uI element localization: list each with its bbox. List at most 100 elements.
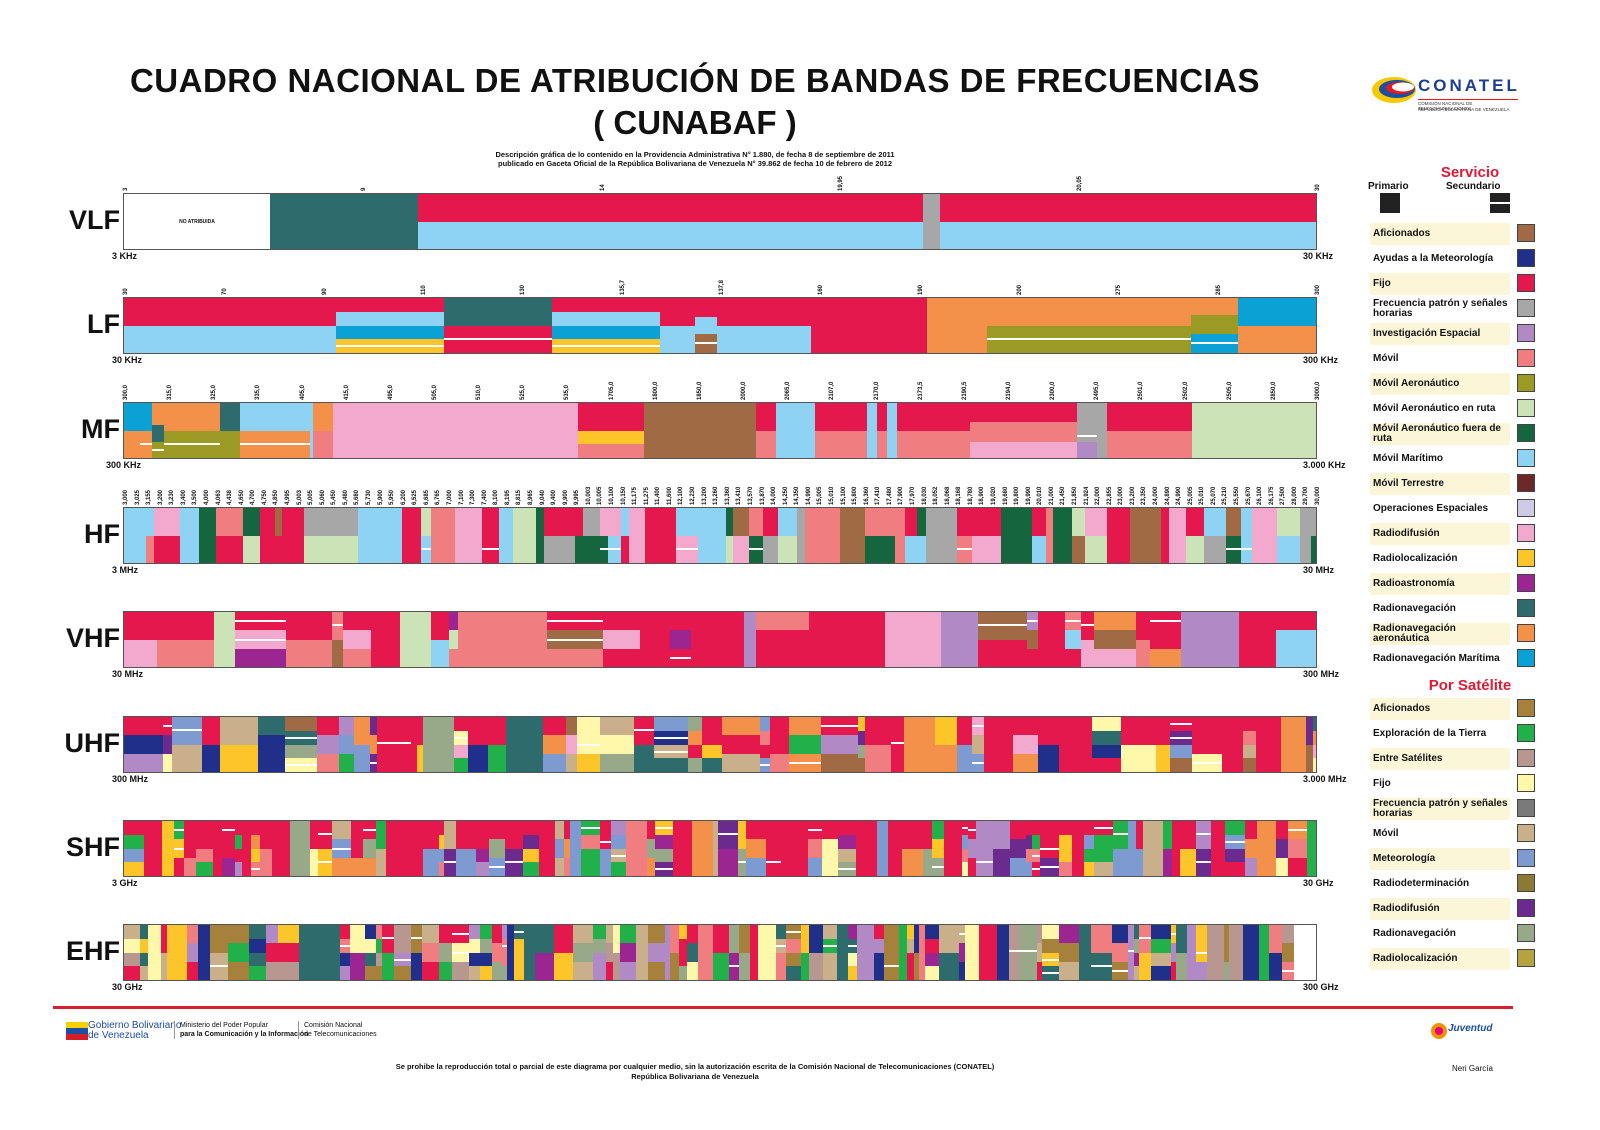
band-tick: 5,480 [342, 489, 349, 505]
band-tick: 4,750 [261, 489, 268, 505]
band-segment [547, 630, 604, 649]
band-tick: 3,500 [192, 489, 199, 505]
band-segment [1113, 821, 1129, 849]
band-segment [318, 821, 333, 849]
band-tick: 5,950 [389, 489, 396, 505]
band-segment [808, 839, 823, 858]
legend-swatch [1517, 849, 1535, 867]
band-tick: 5,060 [319, 489, 326, 505]
band-tick: 25,070 [1210, 486, 1217, 505]
band-label-vhf: VHF [66, 623, 120, 653]
secondary-marker [172, 729, 202, 732]
legend-swatch [1517, 624, 1535, 642]
band-segment [164, 403, 221, 431]
band-segment [897, 403, 971, 431]
secondary-marker [174, 847, 184, 850]
band-segment [857, 925, 875, 980]
band-segment [486, 612, 538, 667]
secondary-marker [987, 337, 1191, 340]
band-segment [554, 925, 574, 953]
band-segment [336, 339, 445, 353]
secondary-marker [454, 736, 468, 739]
secondary-marker [760, 764, 770, 767]
band-tick: 18,780 [967, 486, 974, 505]
band-segment [202, 717, 221, 745]
legend-label: Móvil [1373, 353, 1399, 364]
band-tick: 4,000 [204, 489, 210, 505]
band-segment [733, 508, 750, 536]
band-segment [940, 221, 1316, 249]
band-segment [581, 834, 601, 849]
band-segment [1276, 648, 1316, 667]
band-segment [603, 630, 641, 649]
band-tick: 5,730 [366, 489, 373, 505]
legend-swatch [1517, 724, 1535, 742]
band-segment [1038, 639, 1066, 667]
band-tick: 10,150 [620, 486, 627, 505]
band-segment [593, 952, 607, 967]
band-tick: 14,990 [805, 486, 812, 505]
band-segment [838, 834, 857, 849]
band-segment [978, 612, 1028, 640]
legend-label: Radiodifusión [1370, 898, 1510, 920]
band-tick: 26,175 [1268, 486, 1275, 505]
legend-label: Móvil Aeronáutico en ruta [1373, 403, 1496, 414]
no-atribuida-segment: NO ATRIBUIDA [124, 194, 271, 249]
band-segment [655, 834, 674, 849]
band-segment [978, 639, 1028, 667]
notice-line2: República Bolivariana de Venezuela [631, 1072, 759, 1081]
band-segment [1094, 834, 1114, 849]
band-segment [222, 839, 236, 858]
band-tick: 6,200 [400, 489, 407, 505]
secondary-marker [600, 547, 608, 550]
band-tick: 30 [123, 288, 129, 295]
band-segment [941, 612, 979, 667]
band-segment [688, 758, 703, 772]
band-tick: 19,800 [1014, 486, 1021, 505]
band-tick: 7,100 [458, 489, 465, 505]
band-segment [235, 648, 287, 667]
band-tick: 25,550 [1233, 486, 1240, 505]
band-segment [1072, 508, 1086, 536]
band-segment [925, 938, 940, 953]
band-segment [423, 821, 440, 849]
band-tick: 23,200 [1129, 486, 1136, 505]
band-segment [423, 848, 440, 876]
legend-swatch [1517, 449, 1535, 467]
secondary-marker [514, 931, 524, 934]
band-segment [1222, 717, 1244, 772]
band-segment [552, 298, 661, 312]
band-segment [593, 966, 607, 980]
legend-swatch [1517, 349, 1535, 367]
band-tick: 2194,0 [1005, 381, 1012, 400]
secondary-marker [1040, 866, 1059, 868]
band-segment [823, 938, 838, 953]
band-segment [220, 403, 241, 431]
band-segment [422, 943, 440, 962]
secondary-marker [1040, 847, 1059, 850]
band-segment [620, 961, 637, 980]
legend-swatch [1517, 324, 1535, 342]
band-tick: 3,400 [180, 489, 187, 505]
band-label-ehf: EHF [66, 936, 120, 966]
band-segment [603, 612, 641, 631]
band-segment [935, 717, 958, 745]
description-line-1: Descripción gráfica de lo contenido en l… [495, 150, 895, 159]
band-segment [1094, 612, 1137, 631]
notice-line1: Se prohibe la reproducción total o parci… [395, 1062, 995, 1071]
band-segment [676, 508, 699, 536]
band-segment [1038, 612, 1066, 640]
band-segment [655, 821, 674, 835]
band-segment [278, 925, 300, 944]
band-segment [1180, 821, 1197, 849]
band-segment [984, 717, 1014, 772]
band-segment [763, 535, 779, 563]
band-segment [1170, 758, 1193, 772]
legend-item: Móvil Marítimo [1370, 448, 1550, 470]
band-segment [196, 821, 214, 835]
band-tick: 2173,5 [917, 381, 924, 400]
band-segment [1311, 535, 1316, 563]
band-tick: 15,010 [828, 486, 835, 505]
band-segment [838, 821, 857, 835]
band-tick: 9,995 [574, 489, 581, 505]
